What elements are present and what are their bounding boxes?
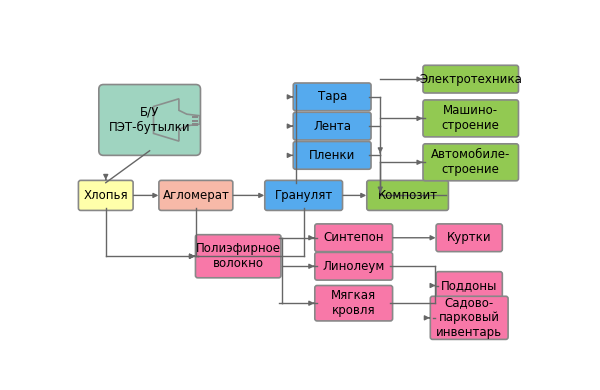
Bar — [192, 120, 198, 122]
Text: Гранулят: Гранулят — [275, 189, 333, 202]
FancyBboxPatch shape — [159, 181, 233, 211]
Bar — [192, 116, 198, 118]
FancyBboxPatch shape — [265, 181, 343, 211]
FancyBboxPatch shape — [436, 272, 502, 300]
Text: Б/У
ПЭТ-бутылки: Б/У ПЭТ-бутылки — [109, 106, 190, 134]
Text: Мягкая
кровля: Мягкая кровля — [331, 289, 376, 317]
Text: Полиэфирное
волокно: Полиэфирное волокно — [196, 242, 281, 270]
Text: Электротехника: Электротехника — [419, 73, 522, 86]
Text: Поддоны: Поддоны — [441, 279, 497, 292]
Text: Агломерат: Агломерат — [163, 189, 229, 202]
FancyBboxPatch shape — [430, 296, 508, 339]
Bar — [192, 123, 198, 126]
FancyBboxPatch shape — [315, 252, 392, 280]
Text: Хлопья: Хлопья — [83, 189, 128, 202]
FancyBboxPatch shape — [423, 144, 518, 181]
FancyBboxPatch shape — [436, 224, 502, 252]
Text: Тара: Тара — [317, 90, 347, 103]
FancyBboxPatch shape — [293, 112, 371, 140]
Text: Автомобиле-
строение: Автомобиле- строение — [431, 148, 511, 176]
FancyBboxPatch shape — [423, 100, 518, 137]
FancyBboxPatch shape — [79, 181, 133, 211]
FancyBboxPatch shape — [315, 285, 392, 321]
FancyBboxPatch shape — [293, 142, 371, 169]
Text: Лента: Лента — [313, 120, 351, 133]
PathPatch shape — [154, 99, 200, 141]
FancyBboxPatch shape — [423, 65, 518, 93]
FancyBboxPatch shape — [315, 224, 392, 252]
Text: Синтепон: Синтепон — [323, 231, 384, 244]
FancyBboxPatch shape — [99, 85, 200, 155]
Text: Машино-
строение: Машино- строение — [442, 105, 500, 133]
Text: Линолеум: Линолеум — [323, 260, 385, 273]
FancyBboxPatch shape — [293, 83, 371, 111]
Text: Садово-
парковый
инвентарь: Садово- парковый инвентарь — [436, 296, 502, 339]
FancyBboxPatch shape — [367, 181, 448, 211]
Text: Куртки: Куртки — [447, 231, 491, 244]
Text: Композит: Композит — [377, 189, 437, 202]
FancyBboxPatch shape — [196, 235, 281, 278]
Text: Пленки: Пленки — [309, 149, 355, 162]
